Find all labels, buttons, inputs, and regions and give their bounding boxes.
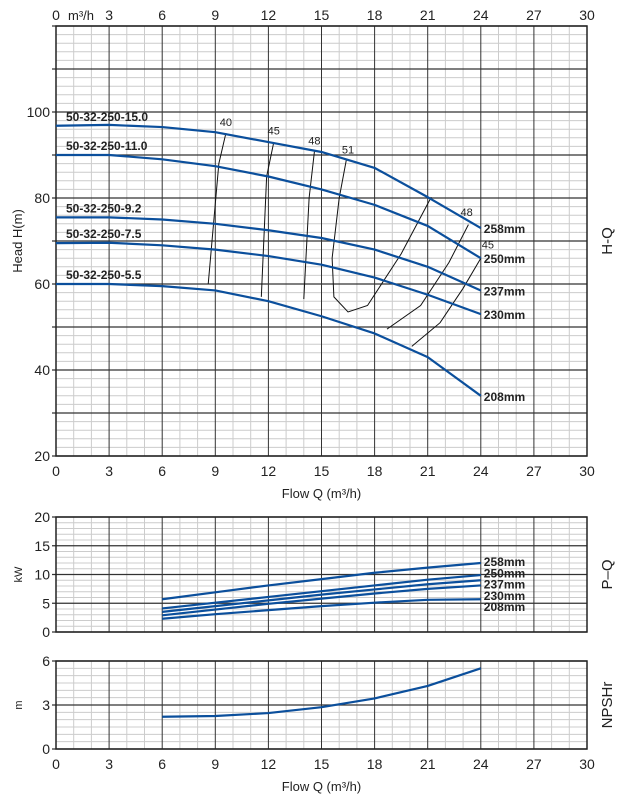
model-label: 50-32-250-5.5	[66, 268, 142, 282]
series-line	[56, 282, 482, 397]
x-tick-label: 0	[52, 756, 60, 772]
top-x-tick-label: 18	[367, 7, 383, 23]
model-label: 50-32-250-7.5	[66, 227, 142, 241]
y-axis-label: m	[13, 700, 25, 709]
efficiency-curve	[411, 257, 482, 347]
y-axis-label: Head H(m)	[10, 209, 25, 273]
x-tick-label: 18	[367, 463, 383, 479]
x-tick-label: 21	[420, 463, 436, 479]
x-axis-label: Flow Q (m³/h)	[282, 486, 361, 501]
efficiency-curve	[303, 151, 315, 300]
efficiency-curve	[331, 160, 432, 313]
y-tick-label: 0	[42, 624, 50, 640]
top-unit-label: m³/h	[68, 8, 94, 23]
efficiency-label: 48	[461, 207, 473, 219]
top-x-tick-label: 15	[314, 7, 330, 23]
y-tick-label: 20	[34, 509, 50, 525]
y-tick-label: 15	[34, 538, 50, 554]
x-tick-label: 9	[211, 463, 219, 479]
series-line	[55, 241, 482, 316]
series-line	[162, 573, 481, 610]
y-tick-label: 10	[34, 567, 50, 583]
panel-title: NPSHr	[599, 682, 616, 729]
series-line	[162, 584, 481, 617]
x-tick-label: 0	[52, 463, 60, 479]
series-end-label: 237mm	[484, 284, 525, 298]
x-tick-label: 6	[158, 756, 166, 772]
top-x-tick-label: 3	[105, 7, 113, 23]
x-tick-label: 30	[579, 463, 595, 479]
model-label: 50-32-250-15.0	[66, 110, 148, 124]
plot-frame	[55, 25, 588, 457]
x-tick-label: 3	[105, 756, 113, 772]
y-tick-label: 80	[34, 190, 50, 206]
series-end-label: 208mm	[484, 600, 525, 614]
series-line	[56, 216, 482, 292]
efficiency-curve	[260, 142, 275, 297]
x-tick-label: 30	[579, 756, 595, 772]
model-label: 50-32-250-9.2	[66, 201, 142, 215]
series-line	[55, 123, 482, 230]
series-line	[162, 598, 481, 620]
top-x-tick-label: 6	[158, 7, 166, 23]
series-end-label: 258mm	[484, 555, 525, 569]
top-x-tick-label: 30	[579, 7, 595, 23]
y-tick-label: 0	[42, 741, 50, 757]
top-x-tick-label: 24	[473, 7, 489, 23]
series-line	[162, 579, 481, 613]
series-line	[162, 667, 482, 718]
model-label: 50-32-250-11.0	[66, 139, 148, 153]
x-tick-label: 3	[105, 463, 113, 479]
series-end-label: 258mm	[484, 222, 525, 236]
x-tick-label: 15	[314, 463, 330, 479]
panel-title: H-Q	[599, 227, 616, 255]
x-tick-label: 15	[314, 756, 330, 772]
top-x-tick-label: 27	[526, 7, 542, 23]
x-tick-label: 12	[261, 756, 277, 772]
x-tick-label: 9	[211, 756, 219, 772]
top-x-tick-label: 9	[211, 7, 219, 23]
efficiency-curve	[207, 132, 227, 285]
top-x-tick-label: 12	[261, 7, 277, 23]
y-tick-label: 20	[34, 448, 50, 464]
y-tick-label: 60	[34, 276, 50, 292]
y-tick-label: 40	[34, 362, 50, 378]
x-tick-label: 12	[261, 463, 277, 479]
efficiency-label: 48	[308, 135, 320, 147]
series-end-label: 230mm	[484, 589, 525, 603]
y-tick-label: 3	[42, 697, 50, 713]
top-x-tick-label: 0	[52, 7, 60, 23]
y-tick-label: 5	[42, 595, 50, 611]
series-end-label: 208mm	[484, 390, 525, 404]
efficiency-label: 40	[220, 117, 232, 129]
x-tick-label: 27	[526, 756, 542, 772]
x-tick-label: 24	[473, 756, 489, 772]
efficiency-label: 45	[482, 239, 494, 251]
series-line	[162, 561, 481, 601]
plot-frame	[55, 516, 588, 633]
x-tick-label: 21	[420, 756, 436, 772]
efficiency-label: 45	[268, 125, 280, 137]
top-x-tick-label: 21	[420, 7, 436, 23]
panel-title: P–Q	[599, 559, 616, 589]
x-tick-label: 6	[158, 463, 166, 479]
plot-frame	[55, 660, 588, 750]
efficiency-label: 51	[342, 145, 354, 157]
series-end-label: 237mm	[484, 578, 525, 592]
x-axis-label: Flow Q (m³/h)	[282, 779, 361, 794]
x-tick-label: 18	[367, 756, 383, 772]
series-line	[56, 153, 482, 260]
series-end-label: 250mm	[484, 252, 525, 266]
y-axis-label: kW	[13, 566, 25, 583]
x-tick-label: 24	[473, 463, 489, 479]
y-tick-label: 6	[42, 653, 50, 669]
series-end-label: 230mm	[484, 308, 525, 322]
y-tick-label: 100	[27, 104, 51, 120]
series-end-label: 250mm	[484, 566, 525, 580]
x-tick-label: 27	[526, 463, 542, 479]
